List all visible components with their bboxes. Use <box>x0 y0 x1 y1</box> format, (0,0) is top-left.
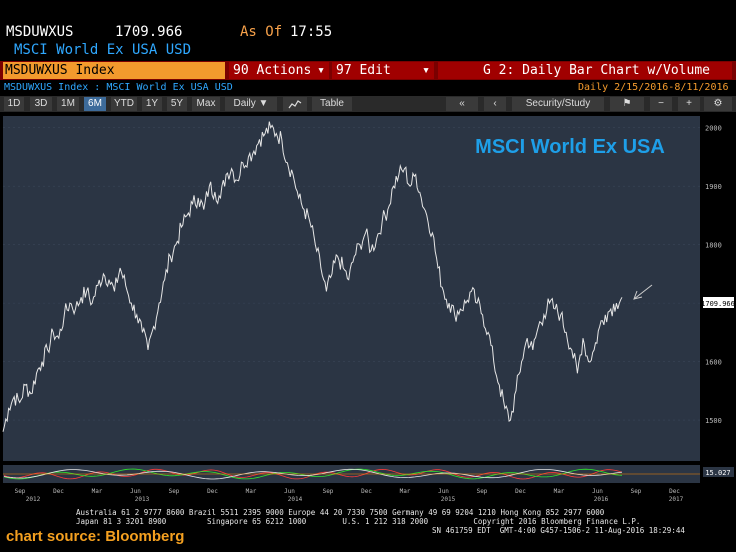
y-tick-label: 2000 <box>705 125 722 133</box>
minus-icon[interactable]: − <box>650 97 672 111</box>
plot-area <box>3 116 700 461</box>
x-month-label: Jun <box>130 488 141 495</box>
y-gridlines <box>3 127 700 421</box>
x-year-label: 2012 <box>26 496 41 503</box>
x-month-label: Jun <box>438 488 449 495</box>
x-year-label: 2015 <box>441 496 456 503</box>
x-month-label: Dec <box>361 488 372 495</box>
security-input[interactable]: MSDUWXUS Index <box>3 62 225 79</box>
x-month-label: Mar <box>400 488 411 495</box>
collapse-double-chevron-icon[interactable]: « <box>446 97 478 111</box>
x-month-label: Sep <box>477 488 488 495</box>
period-1m[interactable]: 1M <box>57 97 79 111</box>
chart-source-caption: chart source: Bloomberg <box>6 528 185 545</box>
x-month-label: Jun <box>284 488 295 495</box>
x-year-label: 2017 <box>669 496 684 503</box>
last-price-tag <box>703 297 734 308</box>
oscillator-lines <box>3 468 700 480</box>
x-month-label: Sep <box>169 488 180 495</box>
period-6m[interactable]: 6M <box>84 97 106 111</box>
dropdown-arrow-icon: ▾ <box>422 63 430 78</box>
period-ytd[interactable]: YTD <box>111 97 137 111</box>
flag-icon[interactable]: ⚑ <box>610 97 644 111</box>
date-range-label: Daily 2/15/2016-8/11/2016 <box>578 82 729 93</box>
edit-label: 97 Edit <box>336 63 391 78</box>
security-study-button[interactable]: Security/Study <box>512 97 604 111</box>
line-chart-icon[interactable] <box>283 97 307 111</box>
footer-contacts-line2: Japan 81 3 3201 8900 Singapore 65 6212 1… <box>76 517 641 526</box>
price-series-line <box>2 121 623 432</box>
chart-title-bar: G 2: Daily Bar Chart w/Volume <box>438 62 732 79</box>
x-month-label: Sep <box>323 488 334 495</box>
period-1y[interactable]: 1Y <box>142 97 162 111</box>
x-month-label: Jun <box>592 488 603 495</box>
price-chart[interactable]: 200019001800170016001500 MSCI World Ex U… <box>0 113 736 505</box>
period-max[interactable]: Max <box>192 97 220 111</box>
plus-icon[interactable]: + <box>678 97 700 111</box>
oscillator-tag-text: 15.027 <box>705 469 730 477</box>
subheader <box>0 81 736 95</box>
footer-contacts-line1: Australia 61 2 9777 8600 Brazil 5511 239… <box>76 508 605 517</box>
y-tick-label: 1500 <box>705 417 722 425</box>
arrow-annotation <box>633 284 653 300</box>
gear-icon[interactable]: ⚙ <box>704 97 732 111</box>
ticker-label: MSDUWXUS <box>6 24 74 40</box>
dropdown-arrow-icon: ▾ <box>317 63 325 78</box>
oscillator-tag <box>703 467 734 477</box>
actions-menu-button[interactable]: 90 Actions ▾ <box>229 62 329 79</box>
period-1d[interactable]: 1D <box>4 97 24 111</box>
chevron-left-icon[interactable]: ‹ <box>484 97 506 111</box>
breadcrumb: MSDUWXUS Index : MSCI World Ex USA USD <box>4 82 233 93</box>
last-price-tag-text: 1709.966 <box>701 300 735 308</box>
x-month-label: Mar <box>246 488 257 495</box>
x-month-label: Mar <box>554 488 565 495</box>
footer-session-line: SN 461759 EDT GMT-4:00 G457-1506-2 11-Au… <box>432 526 685 535</box>
x-month-label: Dec <box>53 488 64 495</box>
x-month-label: Dec <box>207 488 218 495</box>
edit-menu-button[interactable]: 97 Edit ▾ <box>332 62 434 79</box>
actions-label: 90 Actions <box>233 63 312 78</box>
last-price: 1709.966 <box>115 24 183 40</box>
frequency-select[interactable]: Daily ▼ <box>225 97 277 111</box>
security-name: MSCI World Ex USA USD <box>14 42 192 58</box>
as-of-time: 17:55 <box>290 24 333 40</box>
y-tick-label: 1900 <box>705 183 722 191</box>
chart-title: MSCI World Ex USA <box>475 136 665 158</box>
y-tick-label: 1600 <box>705 359 722 367</box>
period-5y[interactable]: 5Y <box>167 97 187 111</box>
x-axis-labels: Sep Dec Mar Jun Sep Dec Mar Jun Sep Dec Mar Jun Sep D… <box>15 488 684 503</box>
x-month-label: Dec <box>515 488 526 495</box>
x-month-label: Dec <box>669 488 680 495</box>
y-tick-label: 1800 <box>705 242 722 250</box>
x-month-label: Sep <box>631 488 642 495</box>
x-year-label: 2014 <box>288 496 303 503</box>
x-year-label: 2016 <box>594 496 609 503</box>
period-3d[interactable]: 3D <box>30 97 52 111</box>
x-month-label: Mar <box>92 488 103 495</box>
x-year-label: 2013 <box>135 496 150 503</box>
table-button[interactable]: Table <box>312 97 352 111</box>
as-of-label: As Of <box>240 24 283 40</box>
footer <box>0 505 736 552</box>
header-bar <box>0 0 736 58</box>
arrow-head-icon <box>633 290 643 300</box>
x-month-label: Sep <box>15 488 26 495</box>
